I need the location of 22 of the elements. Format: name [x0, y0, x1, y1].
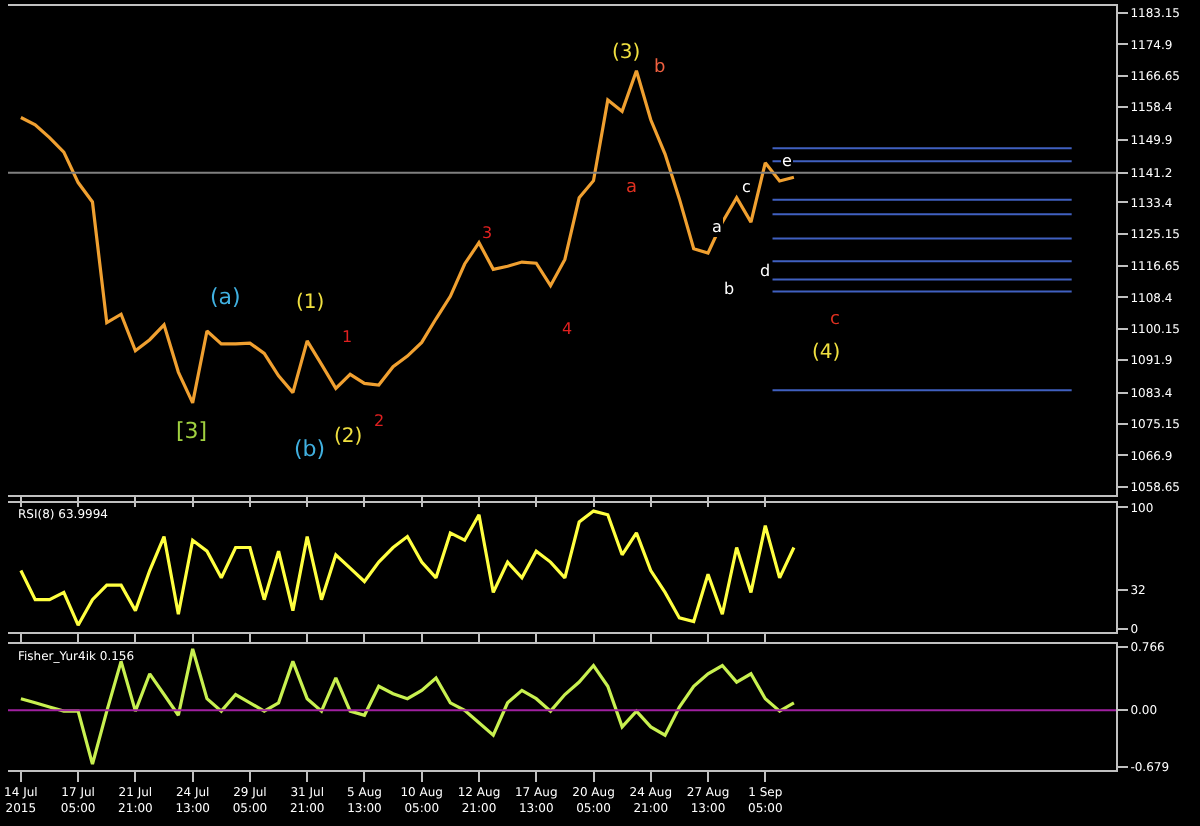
- line-series: [19, 509, 796, 627]
- line-series: [19, 69, 796, 405]
- annotation: 2: [374, 412, 385, 430]
- annotation: a: [626, 178, 638, 198]
- line-series: [19, 647, 796, 766]
- annotation: c: [742, 178, 751, 196]
- annotation: (2): [334, 426, 363, 448]
- annotation: (1): [296, 292, 325, 314]
- annotation: b: [654, 58, 666, 78]
- annotation: 4: [562, 320, 573, 338]
- annotation: e: [782, 152, 792, 170]
- annotation: (3): [612, 42, 641, 64]
- annotation: (4): [812, 342, 841, 364]
- annotation: (b): [294, 436, 326, 462]
- annotation: d: [760, 262, 771, 280]
- annotation: (a): [210, 284, 241, 310]
- annotation: 3: [482, 224, 493, 242]
- annotation: [3]: [176, 418, 208, 444]
- annotation: 1: [342, 328, 353, 346]
- annotation: a: [712, 218, 722, 236]
- annotation: c: [830, 310, 840, 330]
- annotation: b: [724, 280, 735, 298]
